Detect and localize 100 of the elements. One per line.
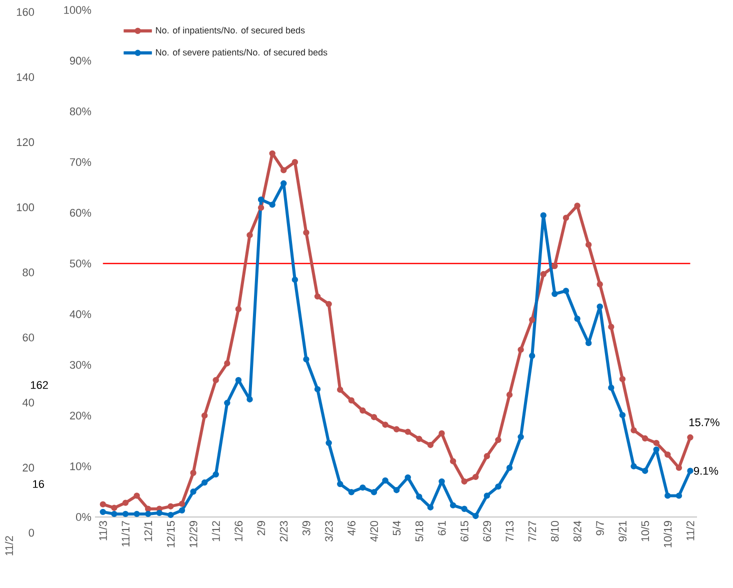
point: [246, 232, 253, 238]
x-tick-label: 4/6: [347, 521, 356, 536]
text: 16: [33, 480, 44, 488]
point: [280, 180, 287, 186]
text: 140: [16, 73, 34, 81]
point: [190, 470, 196, 476]
point: [596, 303, 603, 310]
point: [326, 300, 332, 308]
y-tick-label: 10%: [70, 462, 92, 470]
point: [676, 464, 682, 471]
point: [585, 242, 592, 248]
x-tick-label: 3/9: [302, 521, 310, 536]
point: [529, 316, 536, 323]
text: 120: [16, 138, 34, 146]
point: [518, 346, 524, 353]
x-tick-label: 3/23: [324, 521, 333, 542]
point: [664, 492, 671, 499]
x-tick-label: 6/29: [482, 521, 491, 542]
point: [630, 427, 637, 434]
point: [246, 396, 253, 402]
x-tick-label: 11/17: [121, 521, 130, 546]
point: [111, 504, 118, 511]
point: [100, 501, 106, 508]
point: [495, 483, 502, 490]
y-tick-label: 60%: [70, 208, 92, 217]
point: [314, 386, 321, 392]
point: [144, 510, 152, 518]
point: [168, 503, 174, 510]
point: [461, 506, 468, 512]
point: [111, 510, 118, 518]
point: [653, 440, 660, 446]
point: [314, 293, 321, 300]
point: [540, 212, 546, 218]
point: [461, 478, 468, 485]
y-tick-label: 100%: [64, 6, 92, 14]
point: [596, 281, 603, 288]
point: [416, 494, 422, 500]
x-tick-label: 1/26: [234, 521, 242, 542]
point: [348, 397, 354, 404]
x-tick-label: 10/5: [641, 520, 650, 542]
point: [664, 452, 671, 458]
point: [438, 430, 445, 436]
point: [472, 512, 479, 520]
y-tick-label: 90%: [70, 56, 92, 65]
point: [156, 510, 162, 516]
point: [404, 474, 411, 481]
data-label: 15.7%: [689, 418, 720, 426]
point: [292, 158, 298, 166]
point: [269, 202, 276, 208]
point: [427, 442, 434, 448]
point: [258, 196, 264, 203]
point: [134, 492, 140, 499]
x-tick-label: 12/15: [166, 520, 175, 548]
point: [292, 276, 298, 283]
point: [619, 412, 626, 418]
y-tick-label: 50%: [70, 260, 92, 268]
x-tick-label: 9/21: [618, 521, 626, 542]
point: [427, 504, 434, 510]
point: [608, 324, 614, 330]
text: 160: [16, 8, 34, 16]
text: 40: [22, 398, 34, 406]
point: [224, 360, 230, 366]
point: [224, 400, 230, 406]
point: [370, 489, 378, 496]
point: [495, 436, 502, 444]
point: [303, 356, 310, 362]
point: [540, 271, 546, 278]
legend-label: No. of inpatients/No. of secured beds: [156, 26, 305, 36]
point: [168, 512, 174, 518]
x-tick-label: 9/7: [596, 521, 604, 536]
x-tick-label: 12/29: [189, 521, 198, 548]
point: [144, 506, 152, 512]
point: [201, 412, 208, 419]
point: [450, 502, 456, 508]
y-tick-label: 80%: [70, 108, 92, 116]
point: [518, 434, 524, 440]
y-tick-label: 40%: [70, 310, 92, 318]
text: 100: [16, 203, 34, 212]
point: [258, 204, 264, 211]
point: [212, 376, 219, 384]
x-tick-label: 7/27: [528, 521, 536, 542]
point: [122, 510, 129, 518]
text: 0: [28, 528, 34, 537]
legend-label: No. of severe patients/No. of secured beds: [156, 48, 328, 58]
point: [653, 446, 660, 453]
x-tick-label: 12/1: [144, 521, 152, 542]
point: [382, 422, 388, 428]
point: [178, 507, 186, 514]
point: [370, 414, 378, 420]
point: [450, 458, 456, 464]
x-tick-label: 2/9: [257, 521, 266, 536]
point: [552, 262, 558, 270]
point: [235, 376, 242, 384]
point: [529, 352, 536, 359]
point: [642, 435, 648, 442]
point: [201, 479, 208, 486]
point: [619, 376, 626, 382]
point: [484, 492, 490, 499]
point: [506, 392, 513, 398]
point: [608, 384, 614, 391]
